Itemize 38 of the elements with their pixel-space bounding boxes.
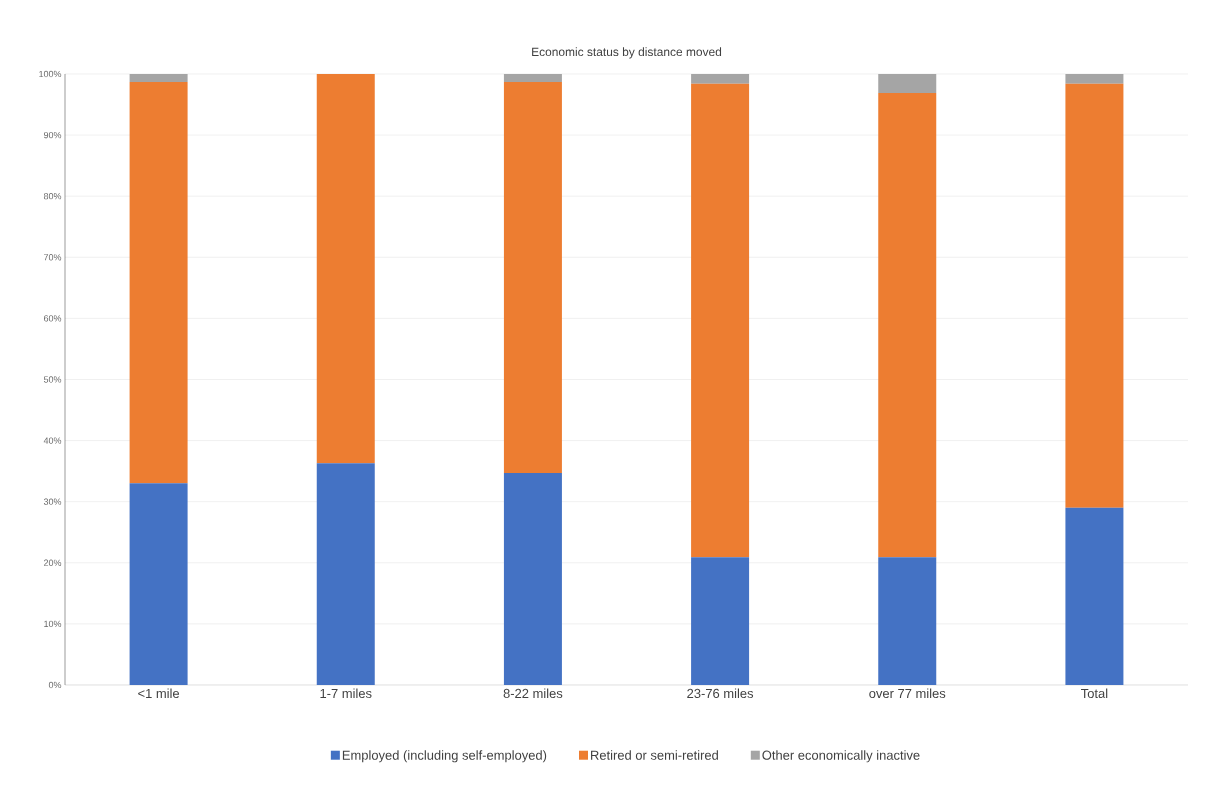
x-tick-label: 8-22 miles: [503, 688, 563, 699]
y-tick-label: 80%: [43, 193, 62, 200]
bar: [691, 83, 750, 558]
bar: [691, 73, 750, 84]
bar: [316, 73, 375, 464]
y-tick-label: 90%: [43, 131, 62, 139]
bar: [503, 472, 562, 685]
y-tick-label: 20%: [44, 559, 62, 566]
chart-title: Economic status by distance moved: [532, 47, 722, 59]
y-tick-label: 70%: [44, 254, 62, 261]
bar: [1065, 73, 1124, 84]
bar: [503, 81, 562, 473]
bar: [503, 73, 562, 82]
y-tick-label: 60%: [44, 315, 62, 322]
bar: [878, 92, 937, 558]
legend-label: Other economically inactive: [762, 750, 920, 763]
y-tick-label: 30%: [43, 498, 62, 505]
y-tick-label: 100%: [39, 70, 62, 78]
x-tick-label: over 77 miles: [869, 688, 946, 699]
x-tick-label: Total: [1081, 688, 1108, 699]
bar: [129, 81, 188, 484]
y-tick-label: 10%: [44, 620, 62, 628]
y-tick-label: 0%: [48, 681, 62, 689]
bar: [878, 557, 937, 685]
x-tick-label: <1 mile: [138, 688, 180, 699]
bar: [878, 73, 937, 93]
legend-label: Retired or semi-retired: [591, 750, 718, 760]
bar: [316, 463, 375, 685]
bar: [129, 483, 188, 685]
x-tick-label: 23-76 miles: [687, 688, 754, 699]
y-tick-label: 50%: [43, 376, 62, 383]
bar: [129, 73, 188, 82]
x-tick-label: 1-7 miles: [320, 688, 372, 699]
y-tick-label: 40%: [43, 437, 62, 444]
legend-label: Employed (including self-employed): [342, 750, 547, 763]
bar: [1065, 83, 1124, 508]
bar: [691, 557, 750, 685]
bar: [1065, 507, 1124, 685]
